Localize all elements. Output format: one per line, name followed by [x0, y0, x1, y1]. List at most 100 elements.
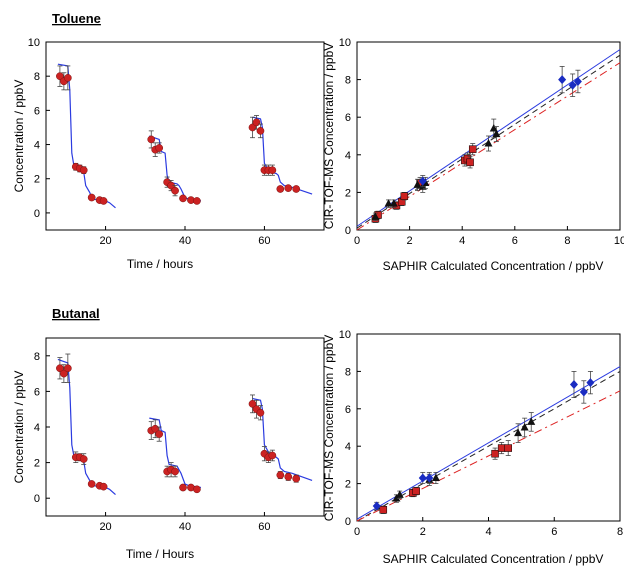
- x-tick-label: 2: [420, 526, 426, 538]
- x-tick-label: 8: [564, 235, 570, 247]
- butanal-x-axis-label: Time / Hours: [126, 547, 194, 561]
- data-point: [284, 472, 293, 481]
- data-point: [87, 193, 96, 202]
- toluene-x-axis-label: Time / hours: [127, 257, 193, 271]
- y-tick-label: 4: [34, 140, 40, 152]
- y-tick-label: 6: [34, 105, 40, 117]
- data-point: [147, 135, 156, 144]
- x-tick-label: 40: [179, 521, 191, 533]
- data-point: [284, 184, 293, 192]
- data-point-triangle: [489, 123, 498, 132]
- data-point-triangle: [431, 473, 440, 481]
- x-tick-label: 2: [407, 235, 413, 247]
- data-point: [63, 74, 72, 82]
- data-point-diamond: [558, 75, 567, 85]
- data-point-square: [491, 449, 499, 458]
- data-point: [268, 166, 277, 175]
- butanal-correlation-panel: SAPHIR Calculated Concentration / ppbV C…: [322, 329, 623, 566]
- x-tick-label: 0: [354, 526, 360, 538]
- data-point-square: [379, 506, 388, 514]
- toluene-correlation-frame: [356, 41, 621, 231]
- y-tick-label: 2: [345, 479, 351, 491]
- toluene-correlation-y-axis-label: CIR-TOF-MS Concentration / ppbV: [322, 43, 336, 230]
- data-point-triangle: [395, 490, 404, 498]
- toluene-timeseries-panel: Toluene Time / hours Concentration / ppb…: [12, 11, 325, 271]
- data-point: [292, 185, 301, 193]
- data-point-diamond: [569, 379, 578, 389]
- y-tick-label: 0: [345, 516, 351, 528]
- y-tick-label: 2: [345, 187, 351, 199]
- y-tick-label: 2: [34, 174, 40, 186]
- toluene-title: Toluene: [52, 11, 101, 26]
- data-point-diamond: [425, 473, 434, 483]
- y-tick-label: 10: [339, 37, 351, 49]
- data-point: [155, 144, 164, 152]
- butanal-title: Butanal: [52, 306, 100, 321]
- data-point-triangle: [527, 417, 536, 425]
- x-tick-label: 8: [617, 526, 623, 538]
- y-tick-label: 0: [345, 225, 351, 237]
- data-point-diamond: [568, 80, 577, 90]
- y-tick-label: 0: [34, 493, 40, 505]
- data-point: [87, 480, 96, 488]
- data-point: [171, 186, 179, 195]
- data-point: [193, 197, 201, 205]
- data-point-triangle: [389, 199, 398, 207]
- data-point-triangle: [520, 423, 529, 431]
- toluene-correlation-x-axis-label: SAPHIR Calculated Concentration / ppbV: [383, 259, 604, 273]
- data-point: [79, 455, 88, 463]
- data-point-diamond: [579, 387, 588, 397]
- x-tick-label: 4: [459, 235, 465, 247]
- butanal-y-axis-label: Concentration / ppbV: [12, 371, 26, 484]
- toluene-plot-frame: [45, 41, 325, 231]
- y-tick-label: 8: [345, 75, 351, 87]
- model-line: [57, 63, 313, 209]
- x-tick-label: 4: [485, 526, 491, 538]
- data-point-diamond: [586, 378, 595, 388]
- y-tick-label: 4: [345, 441, 351, 453]
- data-point-square: [400, 192, 409, 200]
- toluene-correlation-panel: SAPHIR Calculated Concentration / ppbV C…: [322, 37, 624, 273]
- x-tick-label: 6: [551, 526, 557, 538]
- data-point: [179, 194, 187, 203]
- data-point: [171, 467, 179, 476]
- y-tick-label: 6: [345, 112, 351, 124]
- data-point-diamond: [372, 501, 381, 511]
- regression-line: [356, 390, 621, 522]
- data-point-square: [412, 487, 420, 495]
- y-tick-label: 2: [34, 458, 40, 470]
- data-point-diamond: [418, 473, 427, 483]
- butanal-correlation-frame: [356, 333, 621, 522]
- x-tick-label: 60: [258, 235, 270, 247]
- data-point: [268, 451, 277, 460]
- data-point: [79, 166, 88, 175]
- data-point: [99, 197, 108, 205]
- butanal-correlation-x-axis-label: SAPHIR Calculated Concentration / ppbV: [383, 552, 604, 566]
- data-point: [276, 471, 285, 479]
- data-point: [63, 364, 72, 373]
- data-point-square: [468, 145, 477, 153]
- butanal-timeseries-panel: Butanal Time / Hours Concentration / ppb…: [12, 306, 325, 561]
- data-point: [256, 127, 265, 135]
- y-tick-label: 8: [34, 351, 40, 363]
- y-tick-label: 0: [34, 208, 40, 220]
- x-tick-label: 20: [99, 521, 111, 533]
- data-point-triangle: [484, 139, 493, 147]
- data-point-triangle: [371, 212, 380, 220]
- data-point: [292, 474, 301, 483]
- x-tick-label: 6: [512, 235, 518, 247]
- y-tick-label: 6: [345, 404, 351, 416]
- data-point: [193, 485, 201, 494]
- regression-line: [356, 62, 621, 231]
- data-point: [252, 118, 261, 127]
- y-tick-label: 10: [28, 37, 40, 49]
- x-tick-label: 60: [258, 521, 270, 533]
- data-point-diamond: [573, 76, 582, 86]
- y-tick-label: 8: [34, 71, 40, 83]
- data-point-triangle: [413, 180, 422, 188]
- butanal-correlation-y-axis-label: CIR-TOF-MS Concentration / ppbV: [322, 335, 336, 522]
- toluene-y-axis-label: Concentration / ppbV: [12, 80, 26, 193]
- data-point-triangle: [384, 199, 393, 207]
- data-point: [179, 483, 187, 492]
